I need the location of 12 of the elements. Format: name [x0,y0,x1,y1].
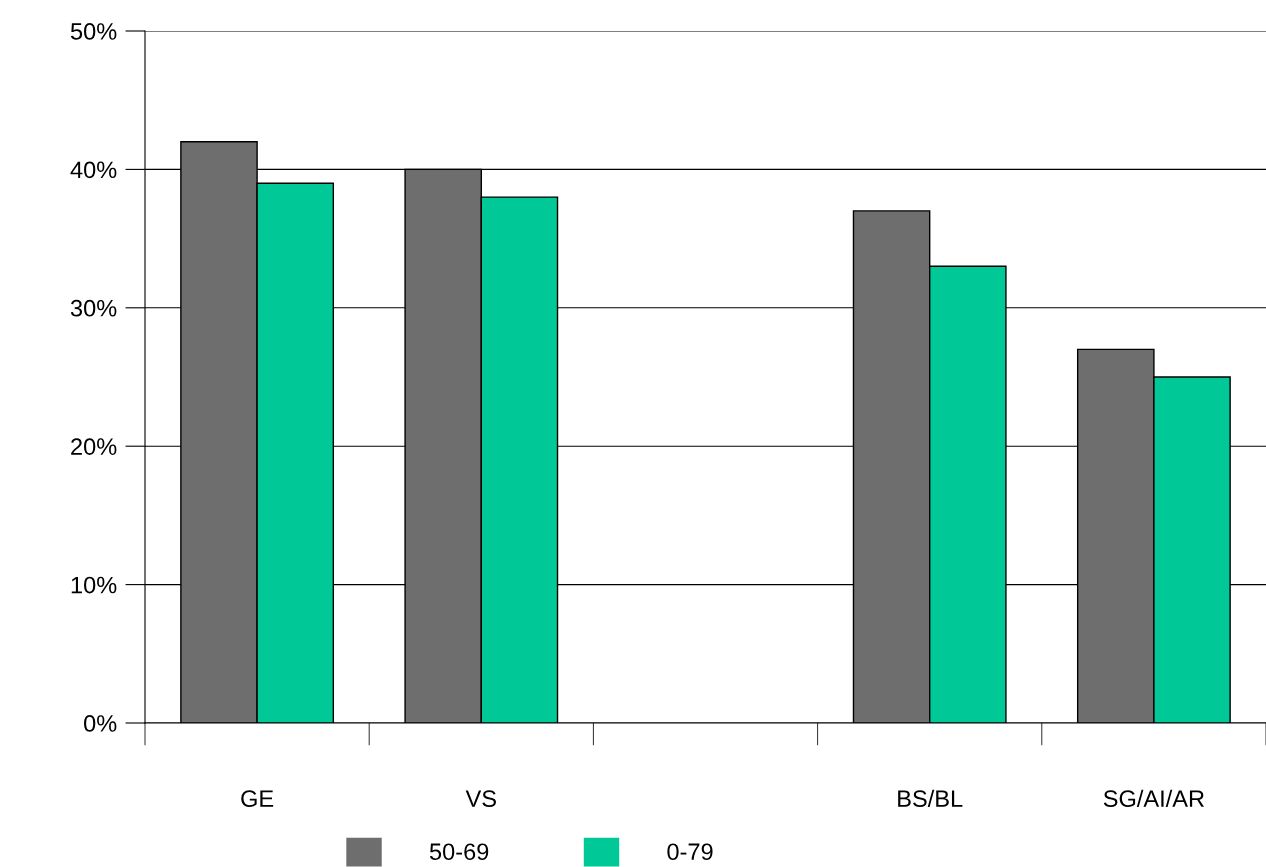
y-tick-label: 20% [71,438,117,455]
x-tick-label: SG/AI/AR [1103,789,1204,808]
legend-label: 0-79 [667,843,713,861]
y-tick-label: 0% [84,715,117,732]
y-tick-label: 30% [70,299,117,317]
x-tick-label: GE [241,790,274,808]
x-tick-label: BS/BL [898,789,963,808]
y-tick-label: 10% [71,576,117,594]
y-tick-label: 50% [70,23,117,40]
y-tick-label: 40% [70,161,117,179]
legend-label: 50-69 [429,843,489,861]
x-tick-label: VS [465,790,496,808]
